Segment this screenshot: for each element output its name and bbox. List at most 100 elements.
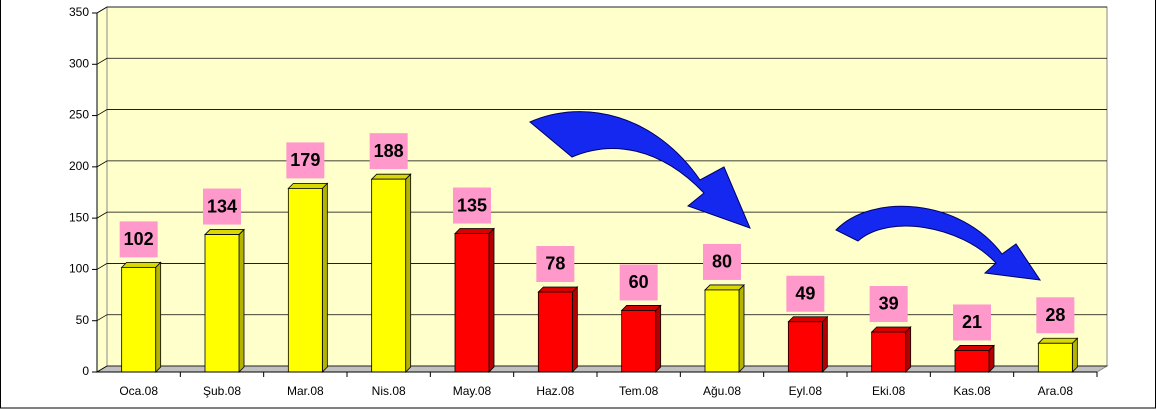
grid xyxy=(96,6,1107,373)
x-tick-label: Tem.08 xyxy=(619,384,659,398)
bar-side xyxy=(571,286,578,373)
bar-front xyxy=(537,291,573,373)
x-tick-label: Şub.08 xyxy=(203,384,241,398)
bar-front xyxy=(704,289,740,373)
x-tick-label: Haz.08 xyxy=(536,384,574,398)
bar-front xyxy=(871,331,907,373)
value-label-box xyxy=(703,243,741,280)
bar-top xyxy=(870,326,912,333)
bar-side xyxy=(488,227,495,373)
bar-top xyxy=(204,229,245,235)
bar-top xyxy=(787,316,829,323)
bar xyxy=(204,228,245,373)
grid-line xyxy=(96,314,1107,322)
bar-front xyxy=(787,321,823,373)
x-tick-label: Ağu.08 xyxy=(703,384,741,398)
grid-line xyxy=(96,57,1107,65)
bar-side xyxy=(405,173,412,373)
value-label-box xyxy=(536,245,575,282)
value-label-box xyxy=(119,221,158,258)
bar-top xyxy=(120,261,162,268)
bar xyxy=(120,261,162,373)
y-tick-label: 100 xyxy=(69,262,89,276)
value-label: 21 xyxy=(962,312,982,332)
y-tick-label: 250 xyxy=(69,108,89,122)
value-label-box xyxy=(869,285,908,322)
bar xyxy=(704,283,745,373)
grid-line xyxy=(96,6,1107,14)
value-label-box xyxy=(369,133,408,170)
bar-top xyxy=(454,228,495,234)
bar-side xyxy=(905,326,912,373)
bar-side xyxy=(738,283,745,373)
bar-front xyxy=(454,233,490,373)
value-label: 102 xyxy=(124,229,154,249)
value-label-box xyxy=(619,264,658,301)
x-tick-label: May.08 xyxy=(453,384,492,398)
bar-front xyxy=(954,350,990,373)
grid-line xyxy=(96,109,1107,116)
value-label: 28 xyxy=(1045,305,1065,325)
bar xyxy=(370,173,412,373)
grid-line xyxy=(96,263,1107,270)
bar-front xyxy=(121,266,157,373)
value-label: 80 xyxy=(712,252,732,272)
value-label: 188 xyxy=(374,141,404,161)
x-tick-label: Eyl.08 xyxy=(789,384,823,398)
value-label-box xyxy=(203,188,241,225)
value-label: 78 xyxy=(545,254,565,274)
bar xyxy=(454,227,495,373)
x-tick-label: Mar.08 xyxy=(287,384,324,398)
value-label-box xyxy=(1036,297,1075,334)
value-label: 179 xyxy=(290,150,320,170)
x-tick-label: Kas.08 xyxy=(953,384,991,398)
bar xyxy=(287,182,329,373)
bar-top xyxy=(370,173,412,180)
value-label-box xyxy=(453,187,491,224)
bar-side xyxy=(821,315,828,373)
bar-top xyxy=(954,345,995,351)
grid-line xyxy=(96,365,1107,373)
bar-front xyxy=(1037,342,1073,373)
bar-side xyxy=(1071,337,1078,373)
grid-line xyxy=(96,160,1107,168)
grid-line xyxy=(96,211,1107,219)
y-tick-label: 0 xyxy=(82,364,89,378)
bar-top xyxy=(287,182,329,189)
value-label: 39 xyxy=(879,294,899,314)
bar-front xyxy=(371,178,407,373)
y-tick-label: 150 xyxy=(69,210,89,224)
arrow xyxy=(835,205,1042,281)
bar xyxy=(1037,337,1079,373)
value-label: 49 xyxy=(795,283,815,303)
bar-front xyxy=(621,310,657,373)
bar xyxy=(787,315,829,373)
bar xyxy=(954,344,995,373)
y-tick-label: 200 xyxy=(69,159,89,173)
value-label: 135 xyxy=(457,195,487,215)
bar-front xyxy=(287,187,323,373)
bar-top xyxy=(620,305,662,311)
value-label: 134 xyxy=(207,196,237,216)
y-tick-label: 300 xyxy=(69,56,89,70)
value-label-box xyxy=(286,142,325,179)
bar-side xyxy=(238,228,245,373)
x-tick-label: Oca.08 xyxy=(119,384,158,398)
value-label-box xyxy=(786,275,825,312)
bar-top xyxy=(1037,337,1079,344)
bar-side xyxy=(155,261,162,373)
value-label-box xyxy=(953,304,991,341)
bar xyxy=(620,304,662,373)
bars: 102 134 179 188 135 78 60 80 49 39 21 28 xyxy=(119,133,1079,373)
bar xyxy=(870,326,912,373)
bar-front xyxy=(204,234,240,373)
x-tick-label: Nis.08 xyxy=(372,384,406,398)
y-tick-label: 350 xyxy=(69,5,89,19)
x-tick-label: Ara.08 xyxy=(1038,384,1074,398)
bar xyxy=(537,286,579,373)
bar-side xyxy=(655,304,662,373)
bar-top xyxy=(537,286,579,293)
arrow xyxy=(529,111,751,229)
